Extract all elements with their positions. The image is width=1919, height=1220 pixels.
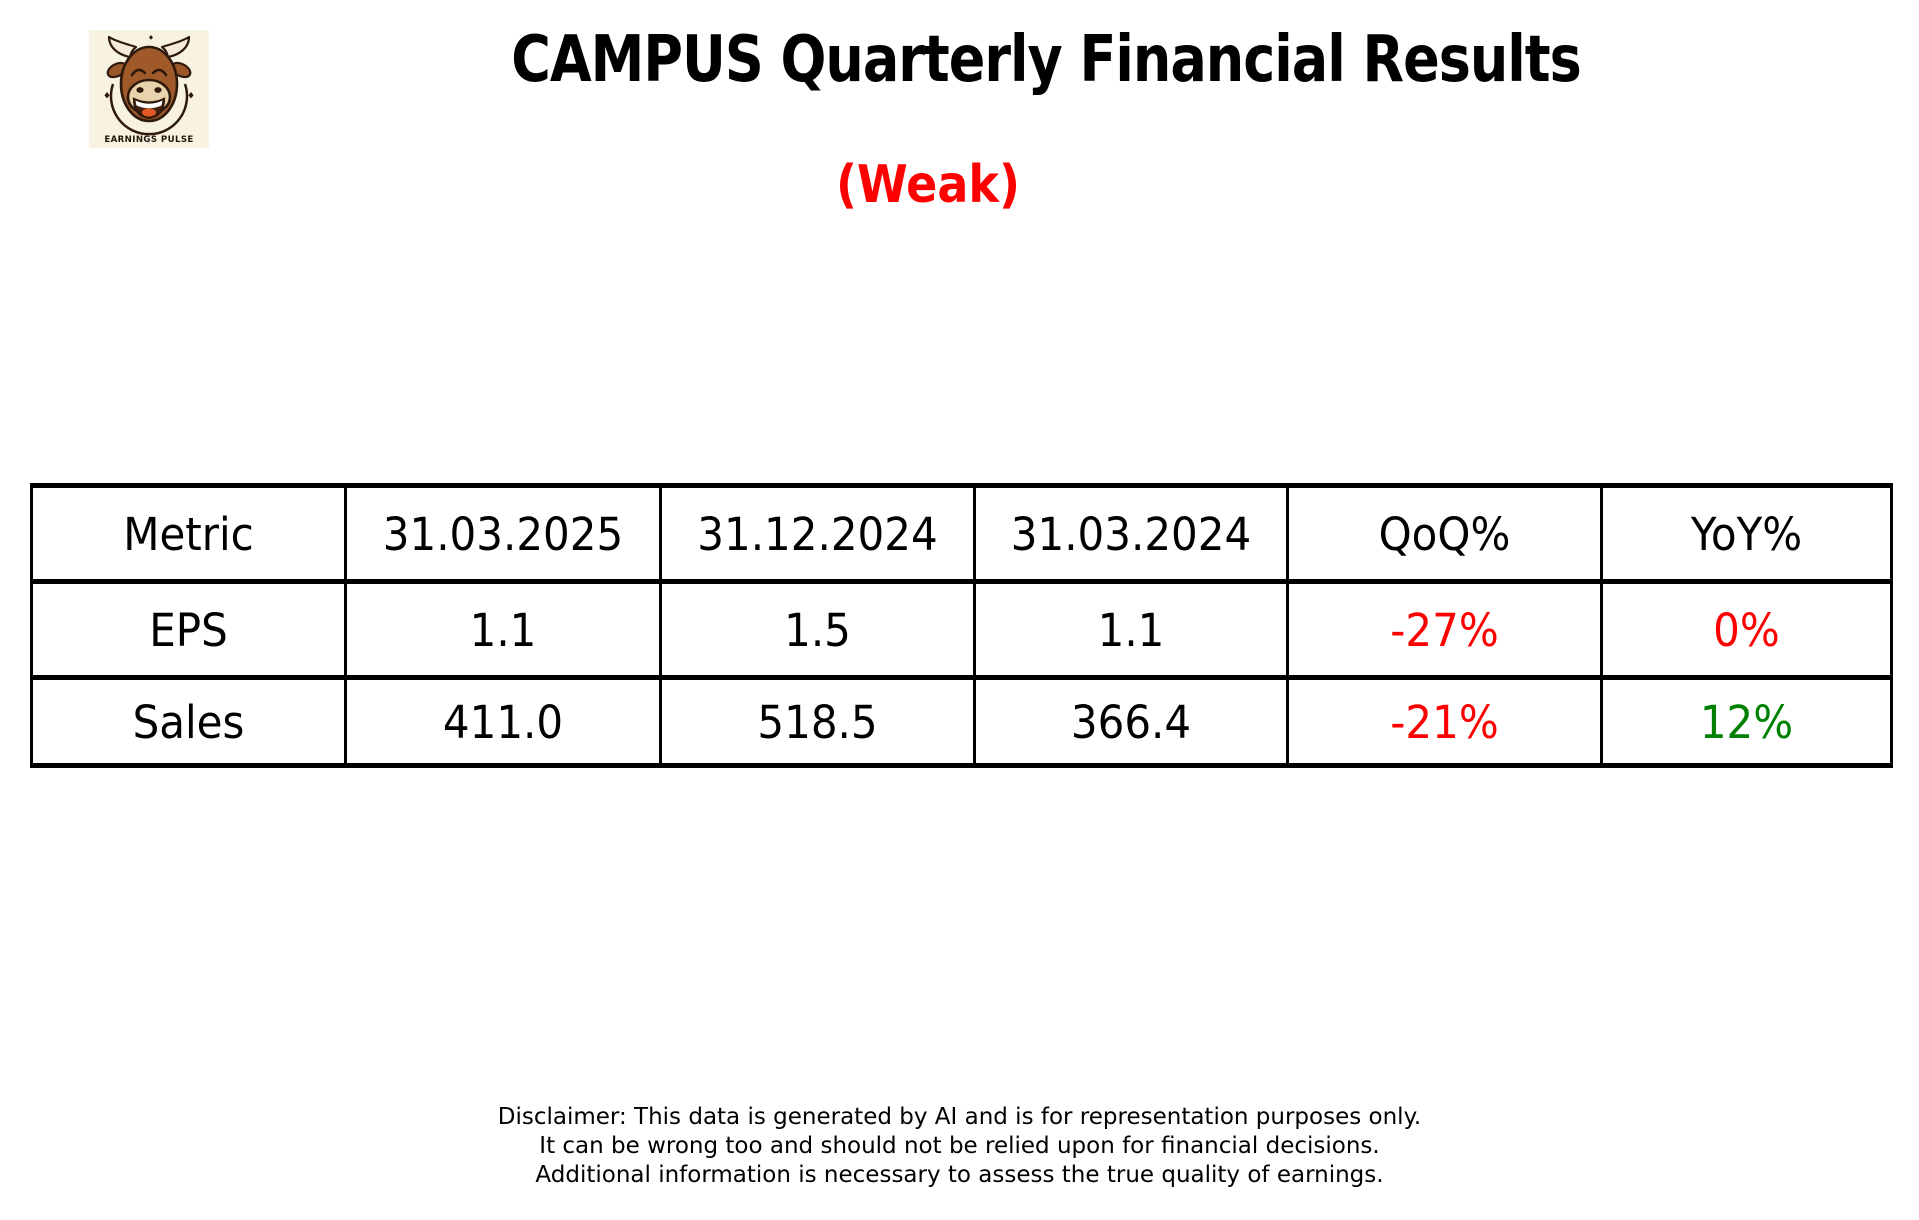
eps-q4-2024-cell: 1.5 bbox=[659, 574, 976, 685]
eps-q1-2025-cell: 1.1 bbox=[344, 574, 662, 685]
sales-yoy-cell: 12% bbox=[1600, 671, 1893, 772]
bull-mascot-icon: EARNINGS PULSE bbox=[89, 30, 209, 148]
col-header-qoq: QoQ% bbox=[1286, 478, 1603, 589]
disclaimer: Disclaimer: This data is generated by AI… bbox=[0, 1103, 1919, 1190]
sales-q1-2025-cell: 411.0 bbox=[344, 671, 662, 772]
sales-q4-2024-cell: 518.5 bbox=[659, 671, 976, 772]
eps-yoy-cell: 0% bbox=[1600, 574, 1893, 685]
col-header-31-03-2024: 31.03.2024 bbox=[973, 478, 1289, 589]
financial-results-table: Metric 31.03.2025 31.12.2024 31.03.2024 … bbox=[30, 478, 1893, 772]
eps-q1-2024-cell: 1.1 bbox=[973, 574, 1289, 685]
table-header-row: Metric 31.03.2025 31.12.2024 31.03.2024 … bbox=[30, 478, 1893, 589]
disclaimer-line-2: It can be wrong too and should not be re… bbox=[539, 1133, 1380, 1159]
table-row-sales: Sales 411.0 518.5 366.4 -21% 12% bbox=[30, 671, 1893, 772]
eps-metric-cell: EPS bbox=[30, 574, 347, 685]
page-title: CAMPUS Quarterly Financial Results bbox=[511, 22, 1582, 97]
sales-qoq-cell: -21% bbox=[1286, 671, 1603, 772]
disclaimer-line-1: Disclaimer: This data is generated by AI… bbox=[497, 1104, 1422, 1130]
brand-name: EARNINGS PULSE bbox=[104, 135, 193, 145]
col-header-31-03-2025: 31.03.2025 bbox=[344, 478, 662, 589]
col-header-metric: Metric bbox=[30, 478, 347, 589]
sales-metric-cell: Sales bbox=[30, 671, 347, 772]
brand-logo: EARNINGS PULSE bbox=[88, 30, 210, 148]
col-header-31-12-2024: 31.12.2024 bbox=[659, 478, 976, 589]
verdict-label: (Weak) bbox=[836, 154, 1020, 215]
table-row-eps: EPS 1.1 1.5 1.1 -27% 0% bbox=[30, 574, 1893, 685]
sales-q1-2024-cell: 366.4 bbox=[973, 671, 1289, 772]
col-header-yoy: YoY% bbox=[1600, 478, 1893, 589]
disclaimer-line-3: Additional information is necessary to a… bbox=[535, 1162, 1384, 1188]
eps-qoq-cell: -27% bbox=[1286, 574, 1603, 685]
